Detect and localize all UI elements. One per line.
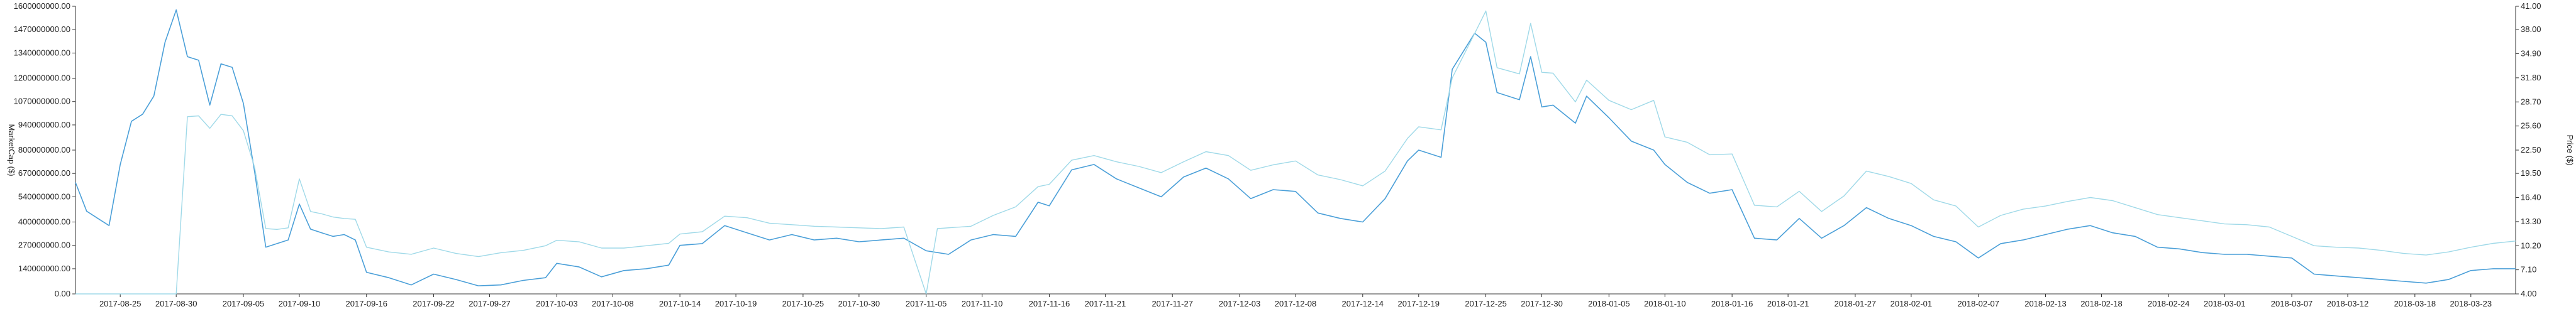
x-tick-label: 2018-03-07	[2271, 299, 2313, 308]
x-tick-label: 2017-10-30	[838, 299, 880, 308]
x-tick-label: 2018-02-01	[1890, 299, 1933, 308]
right-tick-label: 28.70	[2521, 97, 2541, 106]
x-tick-label: 2017-10-03	[536, 299, 578, 308]
x-tick-label: 2018-03-12	[2327, 299, 2369, 308]
x-tick-label: 2018-03-01	[2204, 299, 2246, 308]
x-tick-label: 2017-09-27	[469, 299, 511, 308]
x-tick-label: 2017-12-14	[1342, 299, 1384, 308]
x-tick-label: 2017-09-05	[223, 299, 265, 308]
left-tick-label: 270000000.00	[18, 241, 70, 250]
x-tick-label: 2018-02-18	[2080, 299, 2123, 308]
x-tick-label: 2017-09-10	[279, 299, 321, 308]
x-tick-label: 2017-08-30	[155, 299, 197, 308]
right-tick-label: 22.50	[2521, 145, 2541, 154]
series-layer	[75, 9, 2516, 295]
x-tick-label: 2017-11-21	[1085, 299, 1126, 308]
left-tick-label: 1070000000.00	[14, 97, 70, 106]
left-axis-ticks: 0.00 140000000.00 270000000.00 400000000.00…	[14, 1, 75, 298]
x-tick-label: 2018-02-07	[1957, 299, 1999, 308]
right-tick-label: 31.80	[2521, 73, 2541, 82]
right-tick-label: 41.00	[2521, 1, 2541, 11]
x-tick-label: 2017-09-16	[346, 299, 388, 308]
x-tick-label: 2017-09-22	[413, 299, 455, 308]
right-tick-label: 19.50	[2521, 168, 2541, 178]
x-axis-ticks: 2017-08-25 2017-08-30 2017-09-05 2017-09-10…	[99, 294, 2492, 308]
x-tick-label: 2017-10-14	[659, 299, 701, 308]
right-tick-label: 25.60	[2521, 121, 2541, 131]
left-tick-label: 940000000.00	[18, 120, 70, 129]
right-tick-label: 7.10	[2521, 265, 2536, 274]
right-tick-label: 13.30	[2521, 217, 2541, 226]
x-tick-label: 2018-01-27	[1835, 299, 1877, 308]
left-tick-label: 540000000.00	[18, 192, 70, 201]
left-tick-label: 0.00	[55, 289, 70, 298]
marketcap-series-line	[75, 9, 2516, 286]
x-tick-label: 2017-10-25	[782, 299, 824, 308]
left-tick-label: 1340000000.00	[14, 48, 70, 57]
x-tick-label: 2017-11-05	[906, 299, 947, 308]
x-tick-label: 2018-01-21	[1767, 299, 1809, 308]
x-tick-label: 2017-10-08	[592, 299, 634, 308]
x-tick-label: 2017-11-10	[962, 299, 1003, 308]
left-tick-label: 670000000.00	[18, 168, 70, 178]
x-tick-label: 2018-01-16	[1711, 299, 1753, 308]
x-tick-label: 2018-01-05	[1588, 299, 1630, 308]
left-tick-label: 140000000.00	[18, 264, 70, 273]
x-tick-label: 2017-12-19	[1398, 299, 1440, 308]
x-tick-label: 2017-12-25	[1465, 299, 1507, 308]
price-series-line	[75, 10, 2516, 295]
x-tick-label: 2017-12-08	[1275, 299, 1317, 308]
x-tick-label: 2018-03-18	[2394, 299, 2436, 308]
right-tick-label: 10.20	[2521, 241, 2541, 250]
right-tick-label: 4.00	[2521, 289, 2536, 298]
x-tick-label: 2017-12-30	[1521, 299, 1563, 308]
right-tick-label: 16.40	[2521, 193, 2541, 202]
x-tick-label: 2018-03-23	[2450, 299, 2492, 308]
x-tick-label: 2017-11-16	[1029, 299, 1070, 308]
right-tick-label: 38.00	[2521, 24, 2541, 34]
left-tick-label: 400000000.00	[18, 217, 70, 227]
x-tick-label: 2018-01-10	[1644, 299, 1686, 308]
left-tick-label: 1470000000.00	[14, 24, 70, 34]
right-tick-label: 34.90	[2521, 49, 2541, 58]
x-tick-label: 2017-10-19	[715, 299, 757, 308]
x-tick-label: 2017-12-03	[1219, 299, 1261, 308]
left-tick-label: 1200000000.00	[14, 73, 70, 83]
left-axis-title: MarketCap ($)	[7, 124, 16, 176]
x-tick-label: 2018-02-13	[2024, 299, 2067, 308]
right-axis-title: Price ($)	[2565, 134, 2575, 165]
x-tick-label: 2017-11-27	[1152, 299, 1193, 308]
left-tick-label: 800000000.00	[18, 145, 70, 154]
x-tick-label: 2018-02-24	[2148, 299, 2190, 308]
right-axis-ticks: 4.00 7.10 10.20 13.30 16.40 19.50 22.50 25.60 28…	[2516, 1, 2541, 298]
left-tick-label: 1600000000.00	[14, 1, 70, 11]
x-tick-label: 2017-08-25	[99, 299, 142, 308]
